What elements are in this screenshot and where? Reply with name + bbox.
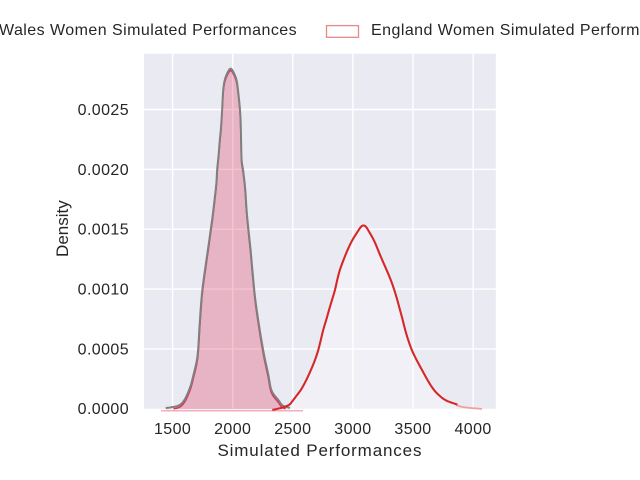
svg-text:3500: 3500 <box>394 421 431 438</box>
svg-text:0.0005: 0.0005 <box>78 341 129 358</box>
svg-text:0.0025: 0.0025 <box>78 102 129 119</box>
svg-text:England Women Simulated Perfor: England Women Simulated Performances <box>371 22 640 39</box>
svg-text:2000: 2000 <box>214 421 251 438</box>
svg-text:0.0000: 0.0000 <box>78 401 129 418</box>
svg-text:Wales Women Simulated Performa: Wales Women Simulated Performances <box>0 22 297 39</box>
svg-text:3000: 3000 <box>334 421 371 438</box>
svg-text:1500: 1500 <box>154 421 191 438</box>
svg-text:Simulated Performances: Simulated Performances <box>217 441 422 460</box>
svg-text:4000: 4000 <box>454 421 491 438</box>
svg-text:Density: Density <box>53 200 72 257</box>
svg-text:0.0015: 0.0015 <box>78 222 129 239</box>
svg-text:0.0010: 0.0010 <box>78 282 129 299</box>
svg-text:2500: 2500 <box>274 421 311 438</box>
svg-text:0.0020: 0.0020 <box>78 162 129 179</box>
